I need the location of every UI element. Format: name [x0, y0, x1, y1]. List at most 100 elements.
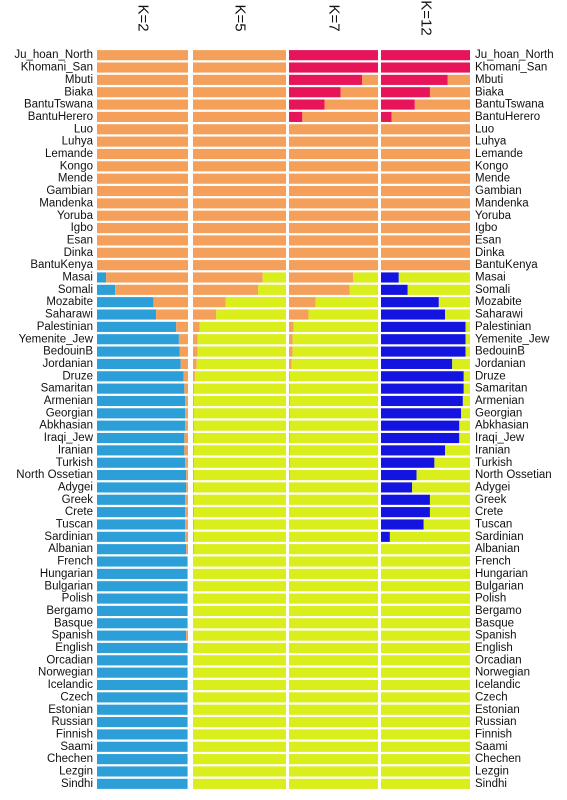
k5-bar-eurasian-sardinian — [193, 531, 286, 542]
k7-bar-huntergatherer-bantutswana — [289, 99, 325, 110]
pop-label-left-khomani-san: Khomani_San — [21, 62, 93, 74]
k7-bar-eurasian-bergamo — [289, 605, 378, 616]
k5-bar-eurasian-crete — [193, 507, 286, 518]
k7-bar-eurasian-czech — [289, 692, 378, 703]
k12-bar-rest-druze — [463, 371, 470, 382]
k2-bar-outofafrica-bulgarian — [97, 581, 188, 592]
k7-bar-eurasian-tuscan — [289, 519, 378, 530]
pop-label-left-lezgin: Lezgin — [59, 766, 93, 778]
k5-bar-african-somali — [193, 284, 259, 295]
k7-bar-eurasian-norwegian — [289, 667, 378, 678]
pop-label-left-sindhi: Sindhi — [61, 778, 93, 790]
k12-bar-rest-russian — [381, 717, 470, 728]
pop-label-left-dinka: Dinka — [64, 247, 94, 259]
k2-bar-outofafrica-hungarian — [97, 568, 188, 579]
k5-bar-african-kongo — [193, 161, 286, 172]
k12-bar-rest-saami — [381, 741, 470, 752]
k12-bar-middleeast-yemenite-jew — [381, 334, 466, 345]
pop-label-right-mbuti: Mbuti — [475, 74, 503, 86]
k5-bar-eurasian-georgian — [193, 408, 286, 419]
k12-bar-rest-mandenka — [381, 198, 470, 209]
pop-label-right-saami: Saami — [475, 741, 508, 753]
pop-label-right-khomani-san: Khomani_San — [475, 62, 547, 74]
k5-bar-eurasian-tuscan — [193, 519, 286, 530]
pop-label-right-norwegian: Norwegian — [475, 667, 530, 679]
k7-bar-eurasian-iranian — [289, 445, 378, 456]
pop-label-left-sardinian: Sardinian — [44, 531, 93, 543]
k12-bar-rest-lezgin — [381, 766, 470, 777]
k7-bar-eurasian-polish — [289, 593, 378, 604]
k5-bar-african-yemenite-jew — [193, 334, 198, 345]
k12-bar-middleeast-armenian — [381, 395, 463, 407]
k12-bar-rest-bulgarian — [381, 581, 470, 592]
k12-bar-rest-biaka — [429, 87, 470, 98]
pop-label-right-biaka: Biaka — [475, 86, 504, 98]
k7-bar-eurasian-georgian — [289, 408, 378, 419]
k12-bar-rest-kongo — [381, 161, 470, 172]
k2-bar-outofafrica-saami — [97, 741, 188, 752]
k2-bar-outofafrica-bedouinb — [97, 346, 180, 357]
pop-label-right-esan: Esan — [475, 234, 501, 246]
k5-bar-eurasian-yemenite-jew — [197, 334, 286, 345]
k12-bar-middleeast-druze — [381, 371, 464, 382]
k7-bar-african-yoruba — [289, 210, 378, 221]
k12-bar-middleeast-samaritan — [381, 383, 464, 394]
k2-bar-african-czech — [187, 692, 188, 703]
k12-bar-middleeast-greek — [381, 494, 430, 505]
pop-label-right-sindhi: Sindhi — [475, 778, 507, 790]
k5-bar-eurasian-spanish — [193, 630, 286, 641]
k2-bar-outofafrica-armenian — [97, 395, 186, 407]
k7-bar-eurasian-north-ossetian — [289, 470, 378, 481]
pop-label-right-luo: Luo — [475, 123, 494, 135]
pop-label-right-mandenka: Mandenka — [475, 197, 529, 209]
k5-bar-eurasian-bedouinb — [197, 346, 286, 357]
pop-label-left-french: French — [57, 556, 93, 568]
k12-bar-rest-bantutswana — [414, 99, 470, 110]
pop-label-right-luhya: Luhya — [475, 136, 507, 148]
pop-label-left-hungarian: Hungarian — [40, 568, 93, 580]
k5-bar-african-ju-hoan-north — [193, 50, 286, 61]
k7-bar-african-bantuherero — [302, 111, 378, 122]
k12-bar-rest-bantukenya — [381, 260, 470, 271]
k12-bar-rest-tuscan — [423, 519, 470, 530]
k7-bar-african-iraqi-jew — [289, 432, 290, 444]
pop-label-left-yemenite-jew: Yemenite_Jew — [19, 333, 94, 345]
k2-bar-african-georgian — [185, 408, 188, 419]
k5-bar-african-sardinian — [193, 531, 194, 542]
pop-label-right-bulgarian: Bulgarian — [475, 580, 524, 592]
pop-label-left-mozabite: Mozabite — [46, 296, 93, 308]
k12-bar-rest-english — [381, 642, 470, 654]
k5-bar-african-bantutswana — [193, 99, 286, 110]
k5-bar-eurasian-north-ossetian — [193, 470, 286, 481]
k5-bar-eurasian-armenian — [193, 395, 286, 407]
pop-label-right-basque: Basque — [475, 617, 514, 629]
k7-bar-african-armenian — [289, 395, 290, 407]
k2-bar-african-hungarian — [187, 568, 188, 579]
k7-bar-african-luo — [289, 124, 378, 135]
k12-bar-rest-esan — [381, 235, 470, 246]
pop-label-left-saharawi: Saharawi — [45, 309, 93, 321]
k5-bar-african-abkhasian — [193, 420, 194, 431]
k5-bar-eurasian-polish — [193, 593, 286, 604]
k12-bar-huntergatherer-bantutswana — [381, 99, 415, 110]
k2-bar-outofafrica-tuscan — [97, 519, 186, 530]
pop-label-left-english: English — [55, 642, 93, 654]
k2-bar-african-iranian — [184, 445, 188, 456]
k2-bar-african-luhya — [97, 136, 188, 147]
k2-bar-african-polish — [187, 593, 188, 604]
k7-bar-huntergatherer-ju-hoan-north — [289, 50, 378, 61]
k5-bar-african-dinka — [193, 247, 286, 258]
k2-bar-outofafrica-russian — [97, 717, 188, 728]
k2-bar-outofafrica-druze — [97, 371, 184, 382]
pop-label-right-druze: Druze — [475, 370, 506, 382]
k5-bar-african-luhya — [193, 136, 286, 147]
k5-bar-african-north-ossetian — [193, 470, 194, 481]
k12-bar-rest-spanish — [381, 630, 470, 641]
k5-bar-african-mende — [193, 173, 286, 184]
k2-bar-african-mozabite — [153, 297, 188, 308]
k12-bar-middleeast-masai — [381, 272, 399, 283]
k5-bar-african-greek — [193, 494, 194, 505]
k7-bar-eurasian-saharawi — [308, 309, 378, 320]
pop-label-right-lezgin: Lezgin — [475, 766, 509, 778]
k5-bar-eurasian-english — [193, 642, 286, 654]
